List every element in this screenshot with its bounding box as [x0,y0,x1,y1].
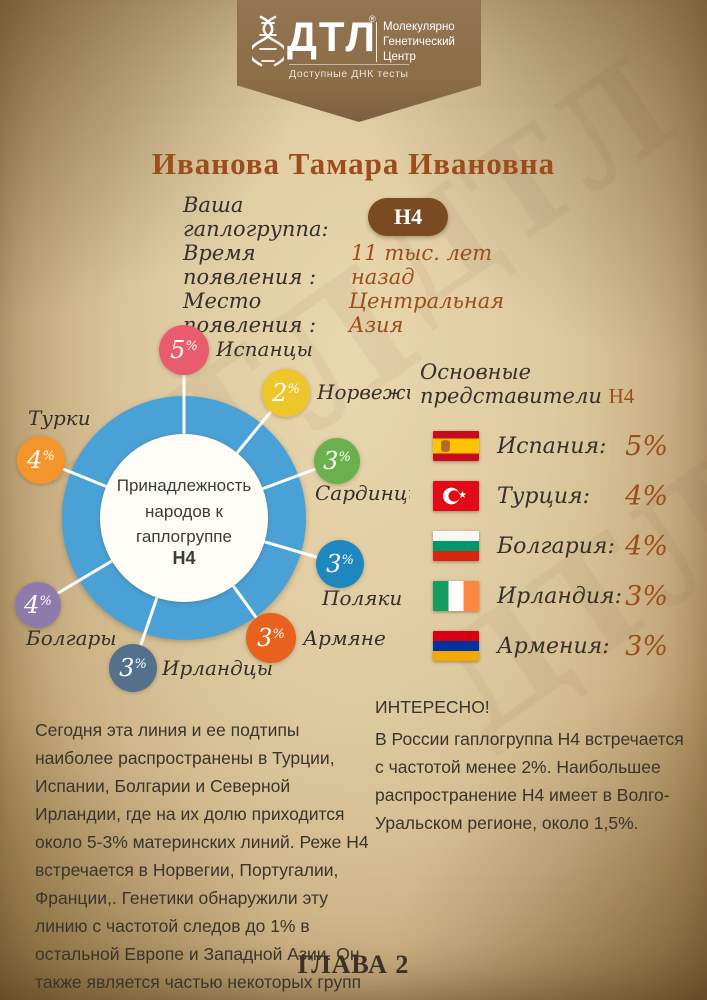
logo-divider [376,22,377,62]
chart-bubble: 2% Норвежцы [262,369,436,417]
profile-label: Ваша гаплогруппа: [183,193,329,241]
country-percent: 5% [625,430,668,462]
chart-center-title: Принадлежность народов к гаплогруппе H4 [117,476,252,568]
description-paragraph: Сегодня эта линия и ее подтипы наиболее … [35,720,369,992]
svg-text:Норвежцы: Норвежцы [316,380,410,404]
donut-center [100,434,268,602]
chart-bubble: 4% Турки [17,406,91,484]
country-label: Испания: [497,433,607,459]
svg-text:Ирландцы: Ирландцы [161,656,273,680]
profile-row-haplogroup: Ваша гаплогруппа: H4 [183,193,543,241]
chart-bubble: 3% Армяне [246,613,386,663]
logo-subtitle: Доступные ДНК тесты [289,64,409,80]
representative-row: Армения: 3% [420,621,678,671]
country-percent: 3% [625,630,668,662]
representatives-title: Основные представители H4 [420,360,678,409]
svg-text:Испанцы: Испанцы [215,337,313,361]
haplogroup-bubble-chart: Принадлежность народов к гаплогруппе H4 5% И… [0,325,436,710]
chapter-label: ГЛАВА 2 [297,950,410,979]
svg-text:5%: 5% [170,336,198,364]
svg-text:Сардинцы: Сардинцы [315,481,410,505]
representatives-panel: Основные представители H4 Испания: 5% Ту… [420,360,678,671]
representative-row: Болгария: 4% [420,521,678,571]
tagline-line: Молекулярно [383,21,455,33]
bubble-donut-svg: Принадлежность народов к гаплогруппе H4 5% И… [15,325,436,692]
country-label: Ирландия: [497,583,622,609]
interesting-paragraph: В России гаплогруппа H4 встречается с ча… [375,729,684,833]
logo-text: ДТЛ [287,13,377,60]
flag-armenia-icon [433,631,479,661]
representative-row: Турция: 4% [420,471,678,521]
header-banner: ДТЛ ® Молекулярно Генетический Центр Дос… [237,0,481,122]
flag-spain-icon [433,431,479,461]
country-label: Армения: [497,633,610,659]
profile-row-origin-time: Время появления : 11 тыс. лет назад [183,241,543,289]
country-label: Турция: [497,483,591,509]
svg-text:3%: 3% [257,624,285,652]
country-percent: 4% [625,530,668,562]
flag-turkey-icon [433,481,479,511]
profile-info: Ваша гаплогруппа: H4 Время появления : 1… [183,193,543,337]
svg-text:2%: 2% [271,379,300,407]
chart-bubble: 5% Испанцы [159,325,313,375]
representative-row: Ирландия: 3% [420,571,678,621]
svg-text:Турки: Турки [28,406,91,430]
chart-bubble: 3% Сардинцы [314,438,424,505]
dna-helix-icon [252,15,284,67]
person-name: Иванова Тамара Ивановна [151,146,556,181]
country-percent: 4% [625,480,668,512]
registered-mark: ® [369,14,376,24]
svg-text:Армяне: Армяне [301,626,386,650]
svg-text:3%: 3% [323,447,351,475]
svg-text:3%: 3% [326,550,354,578]
logo-tagline: Молекулярно Генетический Центр [383,20,455,65]
profile-row-origin-place: Место появления : Центральная Азия [183,289,543,337]
chart-bubble: 4% Болгары [15,582,117,650]
country-percent: 3% [625,580,668,612]
chart-bubble: 3% Поляки [316,540,402,610]
tagline-line: Генетический [383,36,455,48]
flag-ireland-icon [433,581,479,611]
representative-row: Испания: 5% [420,421,678,471]
svg-text:Болгары: Болгары [25,626,117,650]
interesting-fact-block: ИНТЕРЕСНО! В России гаплогруппа H4 встре… [375,697,687,837]
profile-value: Центральная Азия [348,289,505,337]
profile-value: 11 тыс. лет назад [350,241,493,289]
profile-label: Место появления : [183,289,317,337]
chart-bubble: 3% Ирландцы [109,644,273,692]
tagline-line: Центр [383,51,416,63]
profile-label: Время появления : [183,241,317,289]
svg-text:4%: 4% [26,446,55,474]
svg-text:Поляки: Поляки [321,586,402,610]
svg-text:3%: 3% [119,654,147,682]
haplogroup-badge: H4 [368,198,449,236]
country-label: Болгария: [497,533,615,559]
interesting-heading: ИНТЕРЕСНО! [375,697,490,717]
flag-bulgaria-icon [433,531,479,561]
representatives-title-text: Основные представители [420,360,602,408]
representatives-title-accent: H4 [608,384,635,408]
svg-text:4%: 4% [23,591,52,619]
